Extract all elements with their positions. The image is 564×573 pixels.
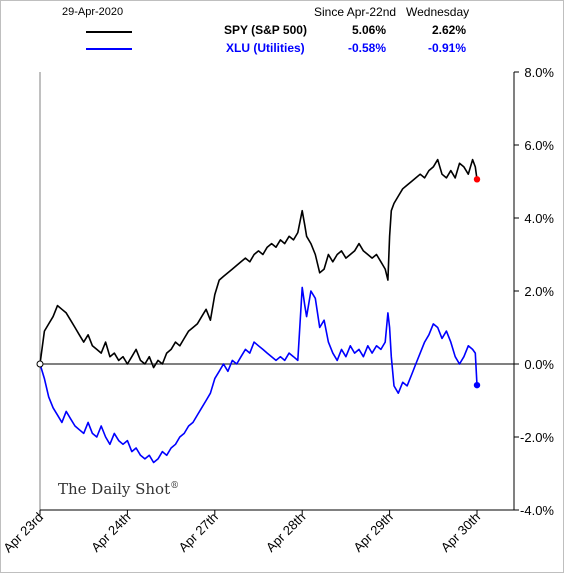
watermark-text: The Daily Shot	[58, 480, 171, 498]
legend-wed-xlu: -0.91%	[427, 41, 466, 55]
origin-marker	[36, 360, 44, 368]
legend-since-xlu: -0.58%	[347, 41, 386, 55]
legend-line-spy	[86, 31, 132, 33]
y-tick-label: 4.0%	[524, 211, 554, 226]
y-tick-label: 6.0%	[524, 138, 554, 153]
y-tick-label: 2.0%	[524, 284, 554, 299]
x-tick-label: Apr 30th	[438, 510, 483, 555]
y-tick-label: 0.0%	[524, 357, 554, 372]
legend-line-xlu	[86, 48, 132, 50]
legend-label-xlu: XLU (Utilities)	[226, 41, 305, 55]
watermark-registered-mark: ®	[170, 481, 180, 491]
series-end-marker-xlu	[473, 381, 481, 389]
watermark: The Daily Shot®	[58, 480, 179, 498]
y-tick-label: 8.0%	[524, 65, 554, 80]
legend-wed-spy: 2.62%	[431, 23, 466, 37]
series-line-spy	[39, 158, 478, 369]
legend-since-spy: 5.06%	[351, 23, 386, 37]
chart-date: 29-Apr-2020	[62, 6, 124, 18]
x-tick-label: Apr 28th	[263, 510, 308, 555]
x-tick-label: Apr 27th	[176, 510, 221, 555]
series-end-marker-spy	[473, 176, 481, 183]
y-tick-label: -2.0%	[520, 430, 554, 445]
header-since: Since Apr-22nd	[314, 5, 397, 19]
legend-label-spy: SPY (S&P 500)	[224, 23, 307, 37]
x-tick-label: Apr 23rd	[0, 510, 46, 556]
series-line-xlu	[39, 286, 478, 464]
y-tick-label: -4.0%	[520, 503, 554, 518]
header-wednesday: Wednesday	[406, 5, 470, 19]
x-tick-label: Apr 24th	[88, 510, 133, 555]
series-lines	[36, 158, 481, 464]
x-tick-label: Apr 29th	[350, 510, 395, 555]
